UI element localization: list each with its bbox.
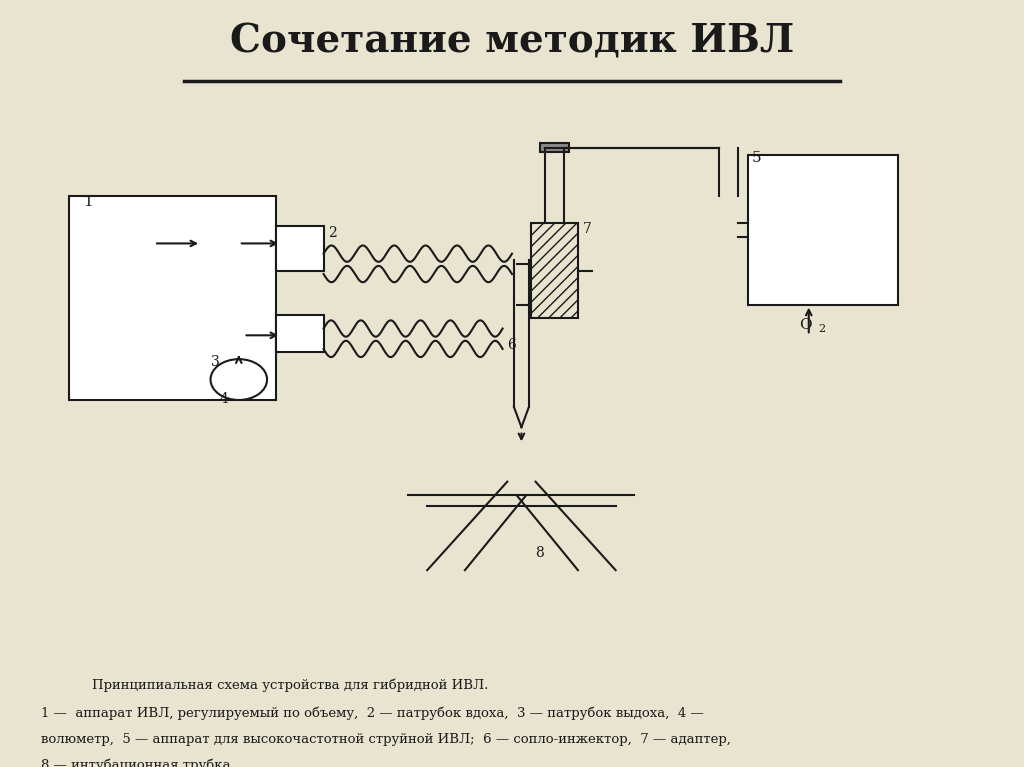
Bar: [70, 196, 276, 400]
Text: O: O: [800, 318, 812, 331]
Text: 6: 6: [507, 338, 516, 352]
Text: 2: 2: [329, 225, 337, 239]
Text: Сочетание методик ИВЛ: Сочетание методик ИВЛ: [229, 22, 795, 61]
Text: 4: 4: [220, 393, 228, 407]
Text: 2: 2: [818, 324, 825, 334]
Text: волюметр,  5 — аппарат для высокочастотной струйной ИВЛ;  6 — сопло-инжектор,  7: волюметр, 5 — аппарат для высокочастотно…: [41, 732, 731, 746]
Circle shape: [211, 359, 267, 400]
Text: 1: 1: [83, 195, 93, 209]
Bar: [541, 143, 568, 152]
Text: 1 —  аппарат ИВЛ, регулируемый по объему,  2 — патрубок вдоха,  3 — патрубок выд: 1 — аппарат ИВЛ, регулируемый по объему,…: [41, 707, 703, 720]
Text: 5: 5: [753, 151, 762, 165]
Text: 8: 8: [536, 545, 545, 560]
Text: Принципиальная схема устройства для гибридной ИВЛ.: Принципиальная схема устройства для гибр…: [92, 679, 488, 693]
Bar: [748, 155, 898, 304]
Bar: [276, 226, 324, 271]
Bar: [276, 315, 324, 352]
Text: 7: 7: [583, 222, 592, 236]
Bar: [530, 223, 578, 318]
Text: 8 — интубационная трубка: 8 — интубационная трубка: [41, 759, 230, 767]
Text: 3: 3: [211, 355, 219, 369]
